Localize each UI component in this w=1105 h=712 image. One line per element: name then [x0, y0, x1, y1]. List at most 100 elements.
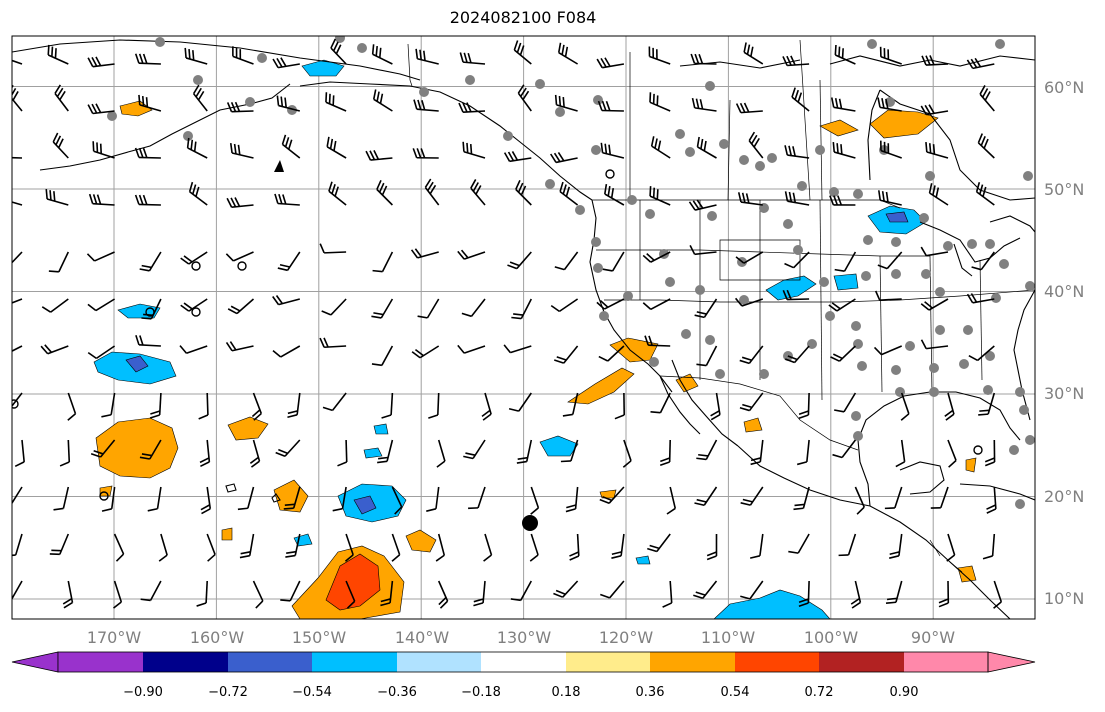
- wind-barb: [391, 486, 403, 515]
- wind-barb: [740, 580, 764, 600]
- wind-barb: [149, 392, 162, 419]
- wind-barb: [113, 533, 125, 562]
- wind-barb: [371, 298, 394, 319]
- wind-barb: [784, 345, 810, 364]
- wind-barb: [391, 533, 401, 562]
- wind-barb: [147, 486, 162, 512]
- station-dot: [695, 285, 705, 295]
- colorbar-segment: [228, 652, 312, 672]
- wind-barb: [743, 42, 764, 65]
- station-dot: [705, 335, 715, 345]
- wind-barb: [993, 580, 1003, 609]
- station-dot: [503, 131, 513, 141]
- wind-barb: [87, 298, 116, 312]
- wind-barb: [938, 580, 950, 608]
- wind-barb: [462, 141, 486, 159]
- station-dot: [685, 147, 695, 157]
- wind-barb: [49, 533, 70, 556]
- colorbar-tick-label: −0.18: [461, 685, 501, 700]
- wind-barb: [337, 439, 348, 467]
- wind-barb: [12, 59, 23, 65]
- wind-barb: [696, 345, 718, 367]
- colorbar-tick-label: 0.90: [890, 685, 919, 700]
- colorbar-segment: [819, 652, 904, 672]
- wind-barb: [67, 392, 77, 421]
- wind-barb: [507, 251, 532, 270]
- wind-barb: [854, 486, 865, 515]
- wind-barb: [365, 150, 393, 161]
- wind-barb: [134, 147, 161, 159]
- colorbar-segment: [312, 652, 397, 672]
- wind-barb: [225, 251, 254, 262]
- station-dot: [1015, 387, 1025, 397]
- wind-barb: [749, 533, 764, 559]
- wind-barb: [470, 179, 486, 206]
- wind-barb: [979, 85, 995, 112]
- lon-label: 90°W: [911, 628, 955, 647]
- wind-barb: [784, 191, 810, 206]
- wind-barb: [930, 486, 949, 509]
- station-dot: [649, 357, 659, 367]
- wind-barb: [196, 580, 208, 607]
- wind-barb: [944, 392, 955, 421]
- wind-barb: [468, 486, 486, 510]
- colorbar-segment: [397, 652, 481, 672]
- station-dot: [797, 181, 807, 191]
- wind-barb: [829, 195, 856, 206]
- wind-barb: [880, 140, 902, 159]
- lat-label: 30°N: [1044, 384, 1084, 403]
- wind-barb: [192, 84, 208, 112]
- wind-barb: [832, 439, 857, 459]
- wind-barb: [971, 251, 995, 271]
- wind-barb: [180, 298, 208, 312]
- station-dot: [681, 329, 691, 339]
- wind-barb: [179, 345, 208, 355]
- wind-barb: [90, 439, 116, 458]
- station-dot: [645, 209, 655, 219]
- station-dot: [759, 369, 769, 379]
- wind-barb: [138, 94, 162, 112]
- wind-barb: [330, 38, 347, 65]
- wind-barb: [611, 533, 625, 559]
- wind-barb: [517, 84, 532, 112]
- wind-barb: [649, 92, 671, 112]
- wind-barb: [828, 298, 856, 312]
- wind-barb: [87, 103, 115, 115]
- wind-barb: [380, 580, 394, 607]
- wind-barb: [798, 580, 810, 607]
- station-dot: [853, 189, 863, 199]
- map-frame: [11, 35, 1036, 620]
- colorbar-tick-label: −0.90: [123, 685, 163, 700]
- station-dot: [983, 385, 993, 395]
- colorbar: [11, 651, 1036, 673]
- wind-barb: [662, 580, 673, 608]
- wind-barb: [135, 335, 161, 347]
- station-dot: [623, 291, 633, 301]
- wind-barb: [272, 295, 301, 306]
- wind-barb: [184, 47, 208, 65]
- wind-barb: [59, 439, 71, 467]
- wind-barb: [410, 248, 439, 259]
- wind-barb: [283, 486, 301, 510]
- station-dot: [593, 95, 603, 105]
- wind-barb: [650, 392, 671, 414]
- wind-barb: [650, 136, 671, 159]
- station-dot: [739, 155, 749, 165]
- map-title: 2024082100 F084: [449, 8, 597, 27]
- wind-barb: [426, 486, 440, 512]
- wind-barb: [372, 89, 393, 112]
- wind-barb: [277, 251, 301, 272]
- wind-barb: [596, 298, 625, 310]
- wind-barb: [513, 40, 532, 65]
- wind-barb: [86, 251, 115, 262]
- wind-barb: [459, 52, 486, 65]
- wind-barb: [48, 251, 70, 273]
- station-dot: [593, 263, 603, 273]
- wind-barb: [239, 533, 255, 559]
- station-dot: [739, 295, 749, 305]
- wind-barb: [275, 439, 301, 458]
- wind-barb: [884, 486, 903, 510]
- wind-barb: [272, 57, 300, 69]
- station-dot: [929, 363, 939, 373]
- wind-barb: [45, 188, 69, 206]
